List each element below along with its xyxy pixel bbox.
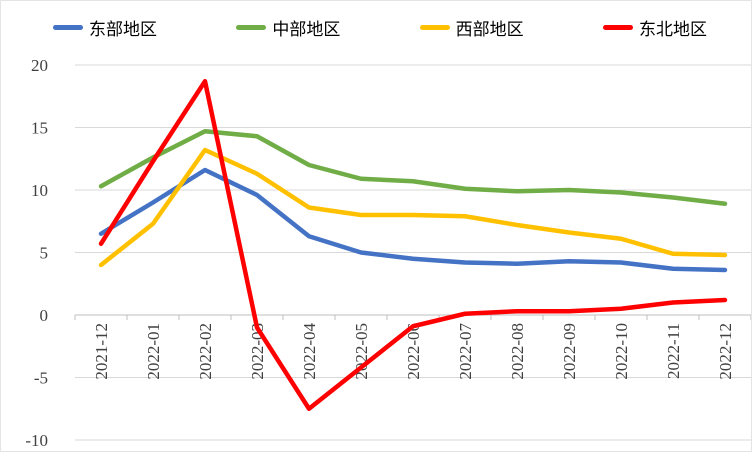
y-axis-label: 10 — [31, 181, 48, 200]
legend-line-swatch-northeast — [602, 25, 633, 30]
y-axis-label: -5 — [34, 369, 48, 388]
line-series-central — [98, 129, 728, 206]
y-axis-label: 5 — [40, 244, 49, 263]
legend-item-central: 中部地区 — [236, 15, 340, 40]
legend-label: 东部地区 — [89, 20, 157, 39]
legend: 东部地区 中部地区 西部地区 东北地区 — [53, 15, 707, 40]
line-series-northeast — [98, 79, 728, 411]
x-axis-label: 2022-12 — [716, 323, 735, 380]
x-axis-label: 2022-10 — [612, 323, 631, 380]
x-axis-label: 2022-01 — [144, 323, 163, 380]
legend-label: 西部地区 — [455, 20, 524, 39]
x-axis-label: 2022-11 — [664, 323, 683, 379]
x-axis-label: 2022-04 — [300, 323, 319, 380]
x-axis-label: 2022-09 — [560, 323, 579, 380]
y-axis-label: 15 — [31, 119, 48, 138]
y-axis-label: 20 — [31, 56, 48, 75]
x-axis-label: 2021-12 — [92, 323, 111, 380]
legend-item-west: 西部地区 — [419, 15, 524, 40]
line-series-west — [98, 147, 728, 268]
y-axis-label: -10 — [25, 431, 48, 450]
legend-item-northeast: 东北地区 — [602, 15, 707, 40]
x-axis-label: 2022-02 — [196, 323, 215, 380]
x-axis-label: 2022-07 — [456, 323, 475, 380]
legend-item-east: 东部地区 — [53, 15, 157, 40]
line-series-east — [98, 167, 728, 273]
x-axis-label: 2022-08 — [508, 323, 527, 380]
legend-line-swatch-east — [53, 25, 83, 30]
x-axis-label: 2022-06 — [404, 323, 423, 380]
y-axis-label: 0 — [40, 306, 49, 325]
legend-label: 中部地区 — [272, 20, 341, 39]
legend-line-swatch-west — [419, 25, 450, 30]
legend-line-swatch-central — [236, 25, 267, 30]
legend-label: 东北地区 — [638, 20, 707, 39]
